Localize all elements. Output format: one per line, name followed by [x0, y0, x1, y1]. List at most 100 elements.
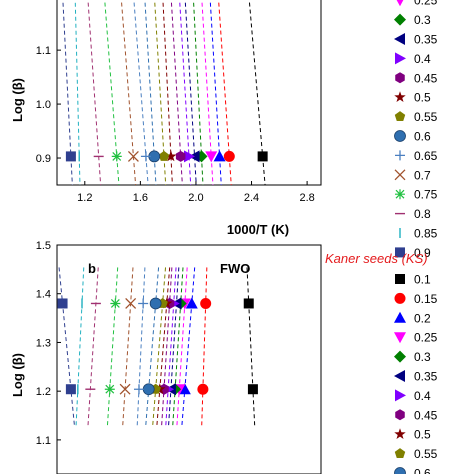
panel-b-y-axis-label: Log (β) [10, 353, 25, 397]
panel-b-chart: Log (β) b FWO Kaner seeds (KS) 1.1 1.2 1.3… [10, 240, 438, 474]
fit-line-0.5 [162, 0, 173, 185]
x-tick-label: 2.4 [244, 192, 259, 204]
fit-line-0.4 [165, 267, 177, 426]
data-point-0.75 [104, 384, 115, 395]
data-point-0.2 [185, 297, 198, 309]
legend-label: 0.35 [414, 33, 438, 47]
data-point-0.15 [200, 297, 212, 309]
legend-marker-0.15 [394, 292, 406, 304]
data-point-0.25 [205, 151, 218, 163]
data-point-0.1 [247, 384, 258, 395]
legend-marker-0.4 [395, 52, 406, 65]
legend-marker-0.55 [394, 448, 406, 459]
data-point-0.2 [213, 150, 226, 162]
data-point-0.65 [138, 298, 149, 309]
fit-line-0.3 [192, 0, 204, 185]
y-tick-label: 1.0 [36, 99, 51, 111]
y-tick-label: 1.2 [36, 386, 51, 398]
plot-area [57, 267, 258, 426]
data-point-0.75 [110, 298, 121, 309]
fit-line-0.5 [156, 267, 171, 426]
fit-line-0.75 [106, 267, 119, 426]
panel-a-chart: Log (β) 1000/T (K) 0.9 1.0 1.1 1.2 1.6 2.0 2.4… [10, 0, 438, 260]
legend-marker-0.6 [394, 467, 406, 474]
legend-marker-0.25 [394, 332, 406, 344]
data-point-0.65 [140, 151, 151, 162]
fit-line-0.8 [87, 267, 99, 426]
legend-label: 0.3 [414, 13, 431, 27]
legend-label: 0.25 [414, 331, 438, 345]
data-point-0.65 [133, 384, 144, 395]
legend-marker-0.5 [394, 91, 406, 103]
legend-label: 0.4 [414, 52, 431, 66]
legend-marker-0.75 [395, 189, 405, 200]
data-point-0.15 [197, 383, 209, 395]
fit-line-0.1 [248, 0, 266, 185]
fit-line-0.65 [136, 267, 146, 426]
data-point-0.9 [65, 151, 76, 162]
fit-line-0.9 [58, 267, 75, 426]
fit-line-0.25 [176, 267, 188, 426]
data-point-0.4 [184, 150, 195, 163]
panel-b-legend-title: Kaner seeds (KS) [325, 251, 428, 266]
legend-marker-0.45 [395, 72, 405, 84]
legend-marker-0.3 [394, 350, 406, 363]
legend-marker-0.35 [394, 370, 405, 382]
fit-line-0.3 [172, 267, 184, 426]
fit-line-0.55 [154, 0, 167, 185]
x-tick-label: 2.0 [188, 192, 203, 204]
legend-marker-0.9 [395, 247, 405, 258]
legend-label: 0.85 [414, 227, 438, 241]
fit-line-0.75 [104, 0, 120, 185]
fit-line-0.7 [120, 0, 137, 185]
fit-line-0.85 [75, 267, 85, 426]
panel-a-y-axis-label: Log (β) [10, 78, 25, 122]
x-tick-label: 1.6 [133, 192, 148, 204]
data-point-0.9 [57, 298, 68, 309]
data-point-0.1 [243, 298, 254, 309]
legend-marker-0.55 [394, 111, 406, 122]
legend-marker-0.4 [395, 389, 406, 402]
legend-label: 0.65 [414, 149, 438, 163]
legend-marker-0.65 [395, 150, 405, 161]
panel-a-x-axis-label: 1000/T (K) [227, 222, 289, 237]
y-tick-label: 1.3 [36, 337, 51, 349]
legend-label: 0.5 [414, 428, 431, 442]
data-point-0.7 [127, 150, 139, 162]
fit-line-0.35 [168, 267, 180, 426]
fit-line-0.9 [62, 0, 73, 185]
fit-line-0.7 [122, 267, 134, 426]
legend-label: 0.45 [414, 71, 438, 85]
legend-label: 0.4 [414, 389, 431, 403]
legend-marker-0.5 [394, 428, 406, 440]
fit-line-0.6 [145, 267, 160, 426]
legend-marker-0.35 [394, 33, 405, 45]
legend-label: 0.45 [414, 408, 438, 422]
fit-line-0.35 [184, 0, 197, 185]
legend-marker-0.25 [396, 0, 404, 7]
data-point-0.15 [223, 150, 235, 162]
fit-line-0.55 [152, 267, 167, 426]
fit-line-0.2 [181, 267, 196, 426]
fit-line-0.1 [246, 267, 256, 426]
y-tick-label: 1.1 [36, 435, 51, 447]
legend-label: 0.25 [414, 0, 438, 8]
legend-marker-0.7 [394, 169, 406, 181]
legend-marker-0.3 [394, 13, 406, 26]
legend-label: 0.3 [414, 350, 431, 364]
legend-marker-0.1 [395, 274, 405, 284]
fit-line-0.45 [161, 267, 173, 426]
data-point-0.1 [257, 151, 268, 162]
panel-b-title: FWO [220, 261, 250, 276]
legend: 0.25 0.3 0.35 0.4 0.45 0.5 0.55 0.6 0.65 0.7 0.75 0… [394, 0, 438, 260]
fit-line-0.45 [170, 0, 183, 185]
fit-line-0.25 [201, 0, 214, 185]
panel-b-label: b [88, 261, 96, 276]
legend-marker-0.6 [394, 130, 406, 142]
data-point-0.45 [175, 150, 186, 162]
data-point-0.2 [178, 383, 191, 395]
legend-label: 0.6 [414, 467, 431, 474]
legend-label: 0.5 [414, 91, 431, 105]
legend-label: 0.7 [414, 168, 431, 182]
